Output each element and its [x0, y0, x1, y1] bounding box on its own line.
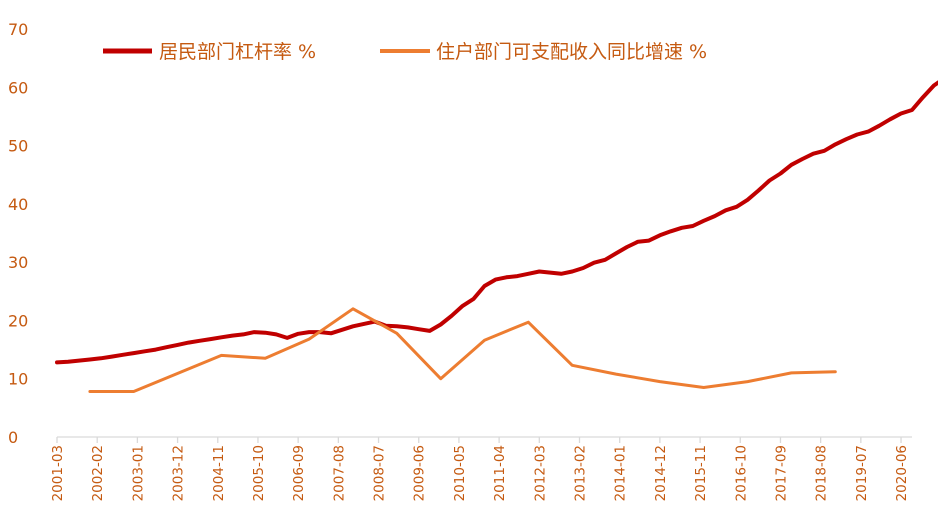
x-tick-label: 2001-03	[50, 445, 66, 501]
y-tick-label: 50	[8, 137, 28, 156]
x-tick-label: 2007-08	[331, 445, 347, 501]
x-axis: 2001-03 2002-02 2003-01 2003-12 2004-11 2005-…	[50, 436, 912, 501]
x-tick-label: 2002-02	[90, 445, 106, 501]
y-tick-label: 70	[8, 20, 28, 39]
x-tick-label: 2011-04	[492, 445, 508, 501]
x-tick-label: 2014-01	[613, 445, 629, 501]
x-tick-label: 2006-09	[291, 445, 307, 501]
x-tick-label: 2012-03	[532, 445, 548, 501]
x-tick-label: 2013-02	[573, 445, 589, 501]
y-tick-label: 0	[8, 428, 18, 447]
x-tick-label: 2003-12	[171, 445, 187, 501]
x-tick-label: 2004-11	[211, 445, 227, 501]
legend-label-leverage: 居民部门杠杆率 %	[159, 41, 316, 63]
legend: 居民部门杠杆率 % 住户部门可支配收入同比增速 %	[103, 41, 707, 63]
y-tick-label: 10	[8, 370, 28, 389]
x-tick-label: 2020-06	[894, 445, 910, 501]
y-tick-label: 60	[8, 78, 28, 97]
x-tick-label: 2008-07	[372, 445, 388, 501]
series-line-income-growth	[88, 307, 837, 393]
x-tick-label: 2017-09	[773, 445, 789, 501]
y-tick-label: 30	[8, 253, 28, 272]
x-tick-label: 2019-07	[854, 445, 870, 501]
x-tick-label: 2009-06	[412, 445, 428, 501]
y-axis: 0 10 20 30 40 50 60 70	[8, 20, 28, 447]
series-layer	[55, 80, 938, 393]
y-tick-label: 40	[8, 195, 28, 214]
x-tick-label: 2014-12	[653, 445, 669, 501]
x-tick-label: 2003-01	[130, 445, 146, 501]
x-tick-label: 2018-08	[814, 445, 830, 501]
x-tick-label: 2010-05	[452, 445, 468, 501]
x-tick-label: 2005-10	[251, 445, 267, 501]
legend-label-income-growth: 住户部门可支配收入同比增速 %	[436, 41, 707, 63]
series-line-leverage	[55, 80, 938, 365]
x-tick-label: 2016-10	[733, 445, 749, 501]
x-tick-label: 2015-11	[693, 445, 709, 501]
y-tick-label: 20	[8, 311, 28, 330]
